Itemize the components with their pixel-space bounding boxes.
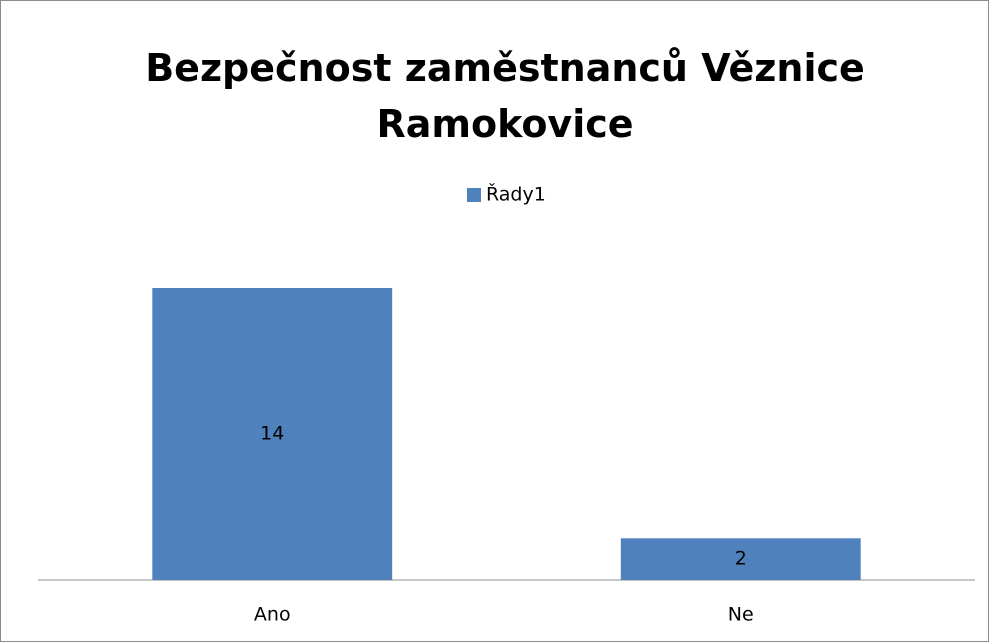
legend-swatch: [467, 188, 481, 202]
legend-label: Řady1: [486, 183, 546, 206]
bar: [620, 538, 861, 580]
chart-title: Bezpečnost zaměstnanců Věznice Ramokovic…: [145, 46, 865, 146]
data-label: 14: [260, 423, 284, 445]
data-label: 2: [735, 548, 747, 570]
x-tick-label: Ne: [728, 604, 754, 626]
bar: [152, 288, 393, 580]
x-tick-label: Ano: [254, 604, 291, 626]
